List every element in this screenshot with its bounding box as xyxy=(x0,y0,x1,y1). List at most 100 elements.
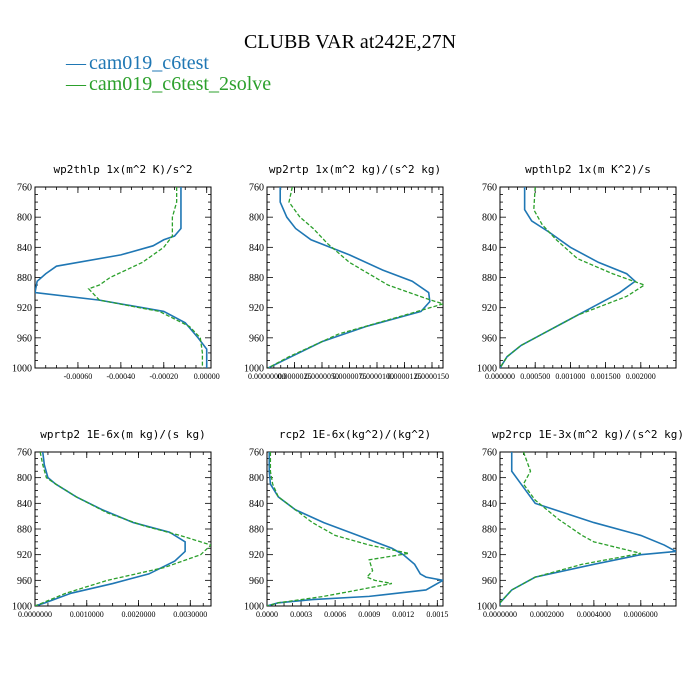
x-tick-label: 0.001000 xyxy=(555,372,585,381)
y-tick-label: 840 xyxy=(17,499,32,510)
series-line-cam019-c6test-2solve xyxy=(267,187,443,368)
x-tick-label: -0.00060 xyxy=(64,372,93,381)
y-tick-label: 840 xyxy=(17,243,32,254)
x-tick-label: 0.0020000 xyxy=(122,610,156,619)
x-tick-label: 0.0000050 xyxy=(305,372,339,381)
x-tick-label: 0.0000150 xyxy=(415,372,449,381)
panel-title: rcp2 1E-6x(kg^2)/(kg^2) xyxy=(279,428,431,441)
panel-4: wprtp2 1E-6x(m kg)/(s kg) 760 800 840 880 920… xyxy=(12,428,212,619)
y-tick-label: 760 xyxy=(482,183,497,194)
x-tick-label: 0.0006 xyxy=(324,610,346,619)
y-tick-label: 1000 xyxy=(12,364,32,375)
y-tick-label: 960 xyxy=(482,576,497,587)
x-tick-label: 0.0030000 xyxy=(173,610,207,619)
x-tick-label: 0.0006000 xyxy=(624,610,658,619)
y-tick-label: 960 xyxy=(17,576,32,587)
y-tick-label: 1000 xyxy=(477,364,497,375)
x-tick-label: 0.0002000 xyxy=(530,610,564,619)
x-tick-label: 0.00000000 xyxy=(248,372,286,381)
y-tick-label: 920 xyxy=(482,550,497,561)
legend: — cam019_c6test — cam019_c6test_2solve xyxy=(65,52,271,95)
panel-3: wpthlp2 1x(m K^2)/s 760 800 840 880 920 960 100… xyxy=(477,163,677,381)
y-tick-label: 800 xyxy=(249,213,264,224)
x-tick-label: 0.0000125 xyxy=(388,372,422,381)
x-tick-label: 0.0004000 xyxy=(577,610,611,619)
y-tick-label: 800 xyxy=(482,213,497,224)
y-tick-label: 920 xyxy=(249,303,264,314)
legend-marker-series-a: — xyxy=(65,52,87,74)
x-tick-label: -0.00020 xyxy=(149,372,178,381)
y-tick-label: 920 xyxy=(482,303,497,314)
legend-marker-series-b: — xyxy=(65,73,87,95)
y-tick-label: 1000 xyxy=(477,602,497,613)
x-tick-label: 0.000500 xyxy=(520,372,550,381)
y-tick-label: 960 xyxy=(482,333,497,344)
y-tick-label: 840 xyxy=(482,499,497,510)
series-line-cam019-c6test xyxy=(500,452,676,606)
series-line-cam019-c6test xyxy=(35,452,186,606)
y-tick-label: 800 xyxy=(249,473,264,484)
y-tick-label: 880 xyxy=(17,273,32,284)
panel-2: wp2rtp 1x(m^2 kg)/(s^2 kg) 760 800 840 880 92… xyxy=(244,163,449,381)
series-line-cam019-c6test-2solve xyxy=(500,452,641,606)
y-tick-label: 880 xyxy=(249,273,264,284)
y-tick-label: 800 xyxy=(17,473,32,484)
y-tick-label: 760 xyxy=(17,448,32,459)
y-tick-label: 880 xyxy=(482,273,497,284)
y-tick-label: 760 xyxy=(249,183,264,194)
panel-title: wprtp2 1E-6x(m kg)/(s kg) xyxy=(40,428,206,441)
y-tick-label: 840 xyxy=(249,243,264,254)
y-tick-label: 800 xyxy=(482,473,497,484)
x-tick-label: 0.0012 xyxy=(392,610,414,619)
x-tick-label: 0.0000075 xyxy=(333,372,367,381)
y-tick-label: 800 xyxy=(17,213,32,224)
y-tick-label: 920 xyxy=(17,550,32,561)
x-tick-label: 0.0010000 xyxy=(70,610,104,619)
y-tick-label: 960 xyxy=(249,333,264,344)
x-tick-label: 0.0000 xyxy=(256,610,278,619)
panel-1: wp2thlp 1x(m^2 K)/s^2 760 800 840 880 920 960 1… xyxy=(12,163,220,381)
x-tick-label: 0.0015 xyxy=(426,610,448,619)
x-tick-label: 0.001500 xyxy=(591,372,621,381)
x-tick-label: -0.00040 xyxy=(107,372,136,381)
x-tick-label: 0.0000100 xyxy=(360,372,394,381)
x-tick-label: 0.0000025 xyxy=(278,372,312,381)
x-tick-label: 0.002000 xyxy=(626,372,656,381)
panel-title: wpthlp2 1x(m K^2)/s xyxy=(525,163,651,176)
series-line-cam019-c6test xyxy=(267,452,443,606)
series-line-cam019-c6test-2solve xyxy=(500,187,646,368)
series-line-cam019-c6test-2solve xyxy=(87,187,204,368)
plot-frame xyxy=(499,186,677,369)
plot-frame xyxy=(266,451,444,607)
y-tick-label: 760 xyxy=(482,448,497,459)
y-tick-label: 760 xyxy=(17,183,32,194)
panel-5: rcp2 1E-6x(kg^2)/(kg^2) 760 800 840 880 920 96… xyxy=(244,428,448,619)
subplot-grid: wp2thlp 1x(m^2 K)/s^2 760 800 840 880 920 960 1… xyxy=(12,163,684,619)
y-tick-label: 1000 xyxy=(244,364,264,375)
series-line-cam019-c6test-2solve xyxy=(267,452,410,606)
plot-frame xyxy=(499,451,677,607)
x-tick-label: 0.0000000 xyxy=(483,610,517,619)
y-tick-label: 920 xyxy=(17,303,32,314)
y-tick-label: 880 xyxy=(17,525,32,536)
x-tick-label: 0.0003 xyxy=(290,610,312,619)
plot-frame xyxy=(34,186,212,369)
y-tick-label: 760 xyxy=(249,448,264,459)
y-tick-label: 1000 xyxy=(244,602,264,613)
panel-title: wp2thlp 1x(m^2 K)/s^2 xyxy=(53,163,192,176)
plot-frame xyxy=(34,451,212,607)
y-tick-label: 840 xyxy=(249,499,264,510)
x-tick-label: 0.0000000 xyxy=(18,610,52,619)
legend-label-series-b: cam019_c6test_2solve xyxy=(89,73,271,95)
panel-title: wp2rtp 1x(m^2 kg)/(s^2 kg) xyxy=(269,163,441,176)
figure-title: CLUBB VAR at242E,27N xyxy=(244,31,456,53)
panel-6: wp2rcp 1E-3x(m^2 kg)/(s^2 kg) 760 800 840 88… xyxy=(477,428,684,619)
y-tick-label: 1000 xyxy=(12,602,32,613)
y-tick-label: 960 xyxy=(17,333,32,344)
x-tick-label: 0.0009 xyxy=(358,610,380,619)
series-line-cam019-c6test xyxy=(267,187,431,368)
series-line-cam019-c6test-2solve xyxy=(35,452,211,606)
y-tick-label: 880 xyxy=(249,525,264,536)
y-tick-label: 840 xyxy=(482,243,497,254)
